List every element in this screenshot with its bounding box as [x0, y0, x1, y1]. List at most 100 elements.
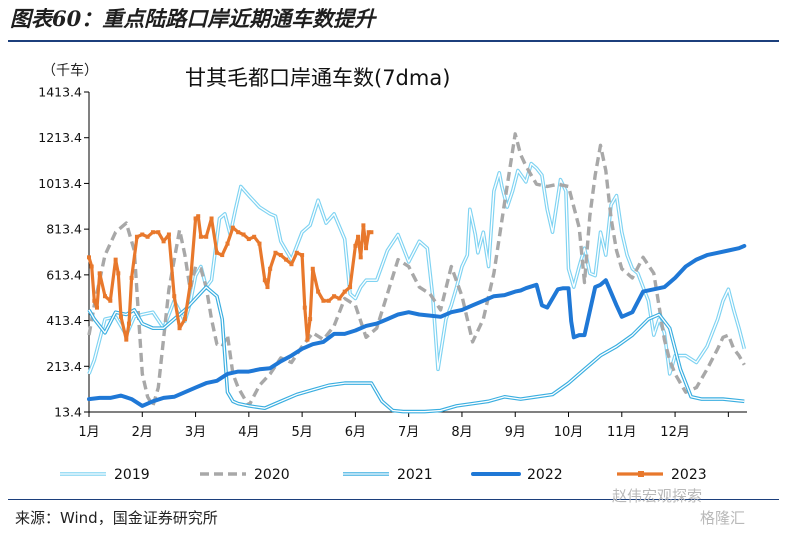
legend-marker-2023 — [638, 471, 644, 477]
legend-item-2022: 2022 — [471, 467, 563, 483]
series-2023-point — [214, 250, 219, 255]
legend-label-2019: 2019 — [114, 467, 150, 483]
y-axis-unit-label: （千车） — [42, 63, 98, 79]
series-2023-point — [156, 230, 161, 235]
series-2023-point — [108, 298, 113, 303]
series-2023-point — [246, 237, 251, 242]
series-2023-point — [236, 230, 241, 235]
series-2023-point — [118, 314, 123, 319]
x-tick-label: 4月 — [238, 425, 259, 440]
series-2023-point — [209, 216, 214, 221]
y-tick-label: 13.4 — [54, 405, 82, 420]
series-2023-point — [310, 266, 315, 271]
series-2023-point — [94, 305, 99, 310]
chart-legend: 2019 2020 2021 2022 2023 — [60, 467, 707, 483]
source-rule — [8, 499, 779, 500]
series-2023-point — [116, 271, 121, 276]
series-2023-point — [257, 241, 262, 246]
series-2023-point — [89, 264, 94, 269]
chart-title: 甘其毛都口岸通车数(7dma) — [185, 66, 451, 90]
series-2023-point — [265, 285, 270, 290]
series-2023-point — [369, 230, 374, 235]
series-2023-point — [161, 239, 166, 244]
figure-title: 图表60：重点陆路口岸近期通车数提升 — [10, 6, 376, 31]
series-2023-point — [129, 275, 134, 280]
source-note: 来源：Wind，国金证券研究所 — [15, 509, 218, 527]
series-2023-point — [241, 232, 246, 237]
series-2023-point — [126, 321, 131, 326]
series-2023-point — [294, 250, 299, 255]
series-2023-point — [196, 214, 201, 219]
x-tick-label: 8月 — [451, 425, 472, 440]
series-2023-point — [220, 253, 225, 258]
series-2023-point — [348, 285, 353, 290]
series-2023-point — [188, 282, 193, 287]
legend-item-2020: 2020 — [200, 467, 290, 483]
chart-axes: 1413.4 1213.4 1013.4 813.4 613.4 413.4 213.4 13… — [38, 85, 747, 440]
y-tick-label: 1413.4 — [38, 85, 82, 100]
legend-item-2019: 2019 — [60, 467, 150, 483]
series-2023-point — [326, 298, 331, 303]
series-2023-point — [113, 257, 118, 262]
y-tick-label: 213.4 — [46, 359, 82, 374]
series-2023-point — [230, 225, 235, 230]
series-2023-point — [321, 298, 326, 303]
series-2021 — [87, 285, 745, 414]
series-2023-point — [316, 289, 321, 294]
series-2023 — [87, 214, 374, 342]
x-tick-label: 6月 — [345, 425, 366, 440]
series-2023-point — [361, 223, 366, 228]
y-tick-label: 813.4 — [46, 222, 82, 237]
y-tick-label: 1013.4 — [38, 176, 82, 191]
series-2022-line — [87, 243, 747, 408]
series-2023-point — [177, 326, 182, 331]
x-tick-label: 10月 — [554, 425, 584, 440]
series-2023-point — [337, 296, 342, 301]
series-2023-point — [193, 216, 198, 221]
series-2023-point — [308, 317, 313, 322]
watermark: 赵伟宏观探索 格隆汇 — [612, 485, 745, 528]
legend-label-2022: 2022 — [527, 467, 563, 483]
series-2023-point — [204, 234, 209, 239]
x-tick-label: 2月 — [132, 425, 153, 440]
series-2023-point — [92, 298, 97, 303]
x-tick-label: 5月 — [291, 425, 312, 440]
y-tick-label: 413.4 — [46, 313, 82, 328]
legend-label-2023: 2023 — [671, 467, 707, 483]
x-tick-label: 3月 — [185, 425, 206, 440]
series-2023-point — [273, 250, 278, 255]
series-2023-point — [134, 234, 139, 239]
series-2023-point — [198, 234, 203, 239]
legend-label-2021: 2021 — [397, 467, 433, 483]
y-tick-label: 613.4 — [46, 267, 82, 282]
series-2023-point — [102, 294, 107, 299]
title-rule — [8, 40, 779, 42]
series-2023-point — [356, 234, 361, 239]
series-2023-point — [145, 234, 150, 239]
series-2023-point — [172, 294, 177, 299]
series-2023-point — [262, 278, 267, 283]
series-2023-point — [366, 230, 371, 235]
watermark-line-1: 赵伟宏观探索 — [612, 487, 703, 505]
x-tick-label: 7月 — [398, 425, 419, 440]
series-2023-point — [332, 294, 337, 299]
x-tick-label: 12月 — [660, 425, 690, 440]
series-2023-point — [289, 262, 294, 267]
series-2023-point — [278, 253, 283, 258]
series-layer — [87, 132, 747, 414]
legend-item-2023: 2023 — [617, 467, 707, 483]
series-2023-point — [364, 246, 369, 251]
series-2023-point — [140, 232, 145, 237]
series-2023-point — [284, 257, 289, 262]
series-2023-point — [305, 337, 310, 342]
series-2023-point — [225, 241, 230, 246]
series-2023-point — [97, 271, 102, 276]
series-2023-point — [182, 317, 187, 322]
series-2020-line — [87, 132, 746, 408]
x-tick-label: 11月 — [607, 425, 637, 440]
series-2023-point — [87, 255, 91, 260]
series-2023-point — [300, 253, 305, 258]
series-2021-line-inner — [88, 286, 745, 413]
series-2020 — [87, 132, 746, 408]
